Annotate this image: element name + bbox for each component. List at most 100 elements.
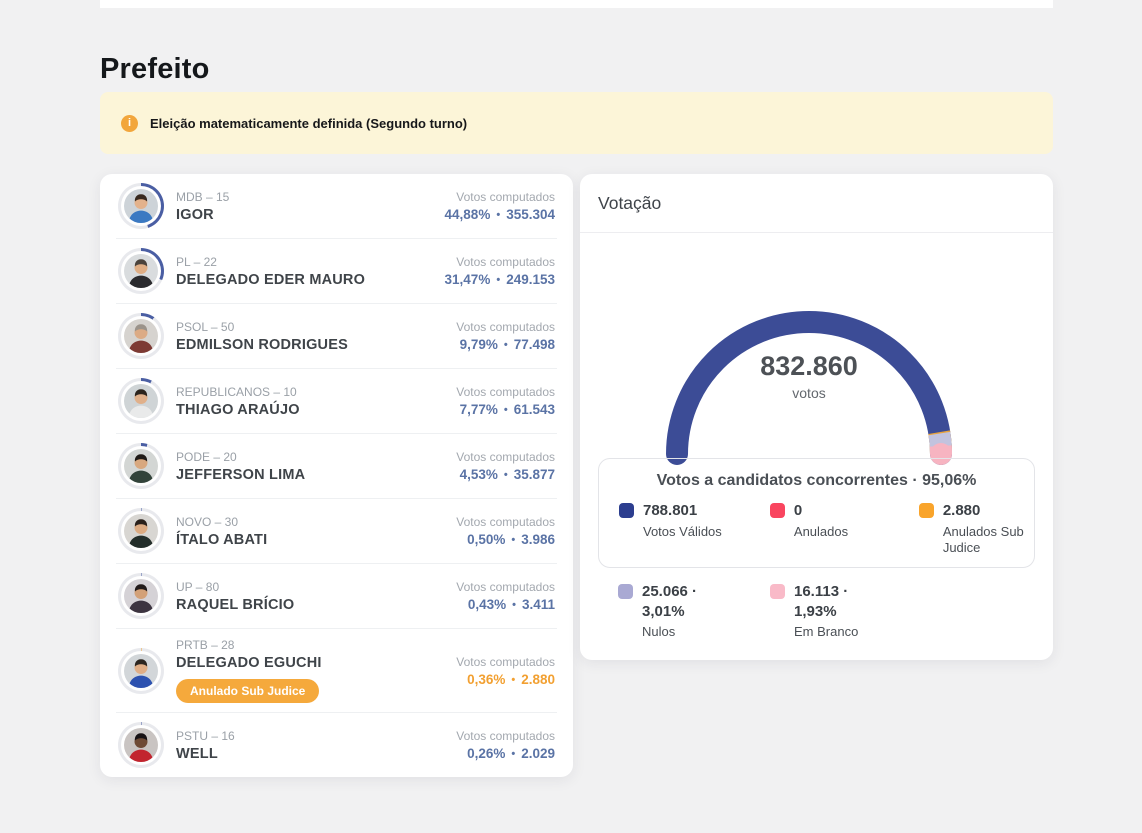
bullet-separator: • xyxy=(511,673,516,686)
person-avatar-icon xyxy=(124,319,158,353)
avatar-progress-ring xyxy=(118,722,164,768)
candidate-name: THIAGO ARAÚJO xyxy=(176,401,300,418)
candidate-row[interactable]: PODE – 20 JEFFERSON LIMA Votos computado… xyxy=(116,433,557,498)
concurrent-votes-title: Votos a candidatos concorrentes · 95,06% xyxy=(656,472,977,489)
gauge-arc xyxy=(666,311,953,465)
candidate-name: DELEGADO EDER MAURO xyxy=(176,271,366,288)
legend-row-inside: 788.801 Votos Válidos 0 Anulados 2.880 A… xyxy=(599,501,1034,556)
candidate-name: DELEGADO EGUCHI xyxy=(176,655,322,671)
bullet-separator: • xyxy=(496,274,501,286)
candidate-name: ÍTALO ABATI xyxy=(176,531,268,548)
person-avatar-icon xyxy=(124,653,158,688)
legend-value: 2.880 xyxy=(942,502,981,519)
votes-computed-label: Votos computados xyxy=(456,385,555,399)
concurrent-votes-box: Votos a candidatos concorrentes · 95,06%… xyxy=(598,458,1035,568)
person-avatar-icon xyxy=(124,254,158,288)
candidate-party: PODE – 20 xyxy=(176,449,237,464)
votes-value: 4,53% • 35.877 xyxy=(459,467,555,482)
election-defined-banner: i Eleição matematicamente definida (Segu… xyxy=(100,92,1053,154)
votes-value: 9,79% • 77.498 xyxy=(459,337,555,352)
legend-label: Nulos xyxy=(642,624,676,639)
legend-label: Anulados Sub Judice xyxy=(942,523,1024,555)
candidate-party: PL – 22 xyxy=(176,254,217,269)
candidate-photo xyxy=(124,579,158,613)
votacao-title: Votação xyxy=(580,174,1053,233)
gauge-unit-label: votos xyxy=(792,385,826,401)
legend-color-swatch xyxy=(618,584,633,599)
legend-color-swatch xyxy=(619,503,634,518)
legend-color-swatch xyxy=(770,584,785,599)
candidate-photo xyxy=(124,449,158,483)
votes-computed-label: Votos computados xyxy=(456,729,555,743)
candidate-photo xyxy=(124,514,158,548)
legend-color-swatch xyxy=(918,503,934,518)
bullet-separator: • xyxy=(503,339,508,351)
candidate-photo xyxy=(124,189,158,223)
legend-value: 16.113 · 1,93% xyxy=(794,583,849,620)
votes-computed-label: Votos computados xyxy=(456,320,555,334)
page-title: Prefeito xyxy=(100,53,210,86)
candidate-row[interactable]: PRTB – 28 DELEGADO EGUCHI Anulado Sub Ju… xyxy=(116,628,557,712)
votes-computed-label: Votos computados xyxy=(456,450,555,464)
gauge-total-votes: 832.860 xyxy=(760,351,858,381)
votes-computed-label: Votos computados xyxy=(456,580,555,594)
votes-gauge-chart: 832.860 votos xyxy=(580,233,1053,465)
candidate-row[interactable]: MDB – 15 IGOR Votos computados 44,88% • 35… xyxy=(116,174,557,238)
legend-color-swatch xyxy=(769,503,785,518)
candidate-name: RAQUEL BRÍCIO xyxy=(176,596,295,613)
candidate-party: PSOL – 50 xyxy=(176,319,235,334)
person-avatar-icon xyxy=(124,579,158,613)
legend-item: 16.113 · 1,93% Em Branco xyxy=(770,582,920,640)
candidates-card: MDB – 15 IGOR Votos computados 44,88% • 35… xyxy=(100,174,573,777)
bullet-separator: • xyxy=(496,209,501,221)
legend-value: 25.066 · 3,01% xyxy=(642,583,698,620)
candidate-name: IGOR xyxy=(176,206,214,223)
votes-computed-label: Votos computados xyxy=(456,190,555,204)
info-icon: i xyxy=(121,114,138,132)
candidate-row[interactable]: REPUBLICANOS – 10 THIAGO ARAÚJO Votos co… xyxy=(116,368,557,433)
avatar-progress-ring xyxy=(118,313,164,359)
votes-value: 0,43% • 3.411 xyxy=(467,597,555,612)
avatar-progress-ring xyxy=(118,443,164,489)
legend-value: 788.801 xyxy=(643,502,698,519)
legend-item: 0 Anulados xyxy=(769,501,919,556)
avatar-progress-ring xyxy=(118,378,164,424)
candidate-row[interactable]: PL – 22 DELEGADO EDER MAURO Votos comput… xyxy=(116,238,557,303)
bullet-separator: • xyxy=(511,534,516,546)
candidate-photo xyxy=(124,254,158,288)
candidate-photo xyxy=(124,384,158,418)
bullet-separator: • xyxy=(512,599,516,611)
candidate-party: UP – 80 xyxy=(176,579,220,594)
candidate-name: EDMILSON RODRIGUES xyxy=(176,336,348,353)
votes-value: 31,47% • 249.153 xyxy=(444,272,555,287)
avatar-progress-ring xyxy=(118,508,164,554)
legend-label: Votos Válidos xyxy=(643,523,722,539)
content-top-strip xyxy=(100,0,1053,8)
candidate-row[interactable]: PSOL – 50 EDMILSON RODRIGUES Votos compu… xyxy=(116,303,557,368)
candidate-photo xyxy=(124,728,158,762)
candidate-row[interactable]: NOVO – 30 ÍTALO ABATI Votos computados 0… xyxy=(116,498,557,563)
votes-computed-label: Votos computados xyxy=(456,654,555,669)
candidate-party: MDB – 15 xyxy=(176,189,230,204)
avatar-progress-ring xyxy=(118,183,164,229)
candidate-name: JEFFERSON LIMA xyxy=(176,466,306,483)
candidate-photo xyxy=(124,319,158,353)
votacao-card: Votação 832.860 votos Votos a candidatos… xyxy=(580,174,1053,660)
votes-computed-label: Votos computados xyxy=(456,515,555,529)
legend-row-outside: 25.066 · 3,01% Nulos 16.113 · 1,93% Em B… xyxy=(618,582,920,640)
legend-item: 788.801 Votos Válidos xyxy=(619,501,770,556)
bullet-separator: • xyxy=(503,469,508,481)
votes-value: 7,77% • 61.543 xyxy=(459,402,555,417)
votes-value: 0,36% • 2.880 xyxy=(467,671,555,687)
candidate-party: NOVO – 30 xyxy=(176,514,239,529)
candidate-row[interactable]: PSTU – 16 WELL Votos computados 0,26% • 2.… xyxy=(116,712,557,777)
candidate-row[interactable]: UP – 80 RAQUEL BRÍCIO Votos computados 0… xyxy=(116,563,557,628)
legend-label: Em Branco xyxy=(794,624,859,639)
legend-value: 0 xyxy=(793,502,803,519)
candidate-party: PSTU – 16 xyxy=(176,728,235,743)
candidate-party: REPUBLICANOS – 10 xyxy=(176,384,297,399)
candidate-name: WELL xyxy=(176,745,218,762)
legend-item: 2.880 Anulados Sub Judice xyxy=(918,501,1034,556)
votes-value: 44,88% • 355.304 xyxy=(444,207,555,222)
candidate-photo xyxy=(124,653,158,688)
